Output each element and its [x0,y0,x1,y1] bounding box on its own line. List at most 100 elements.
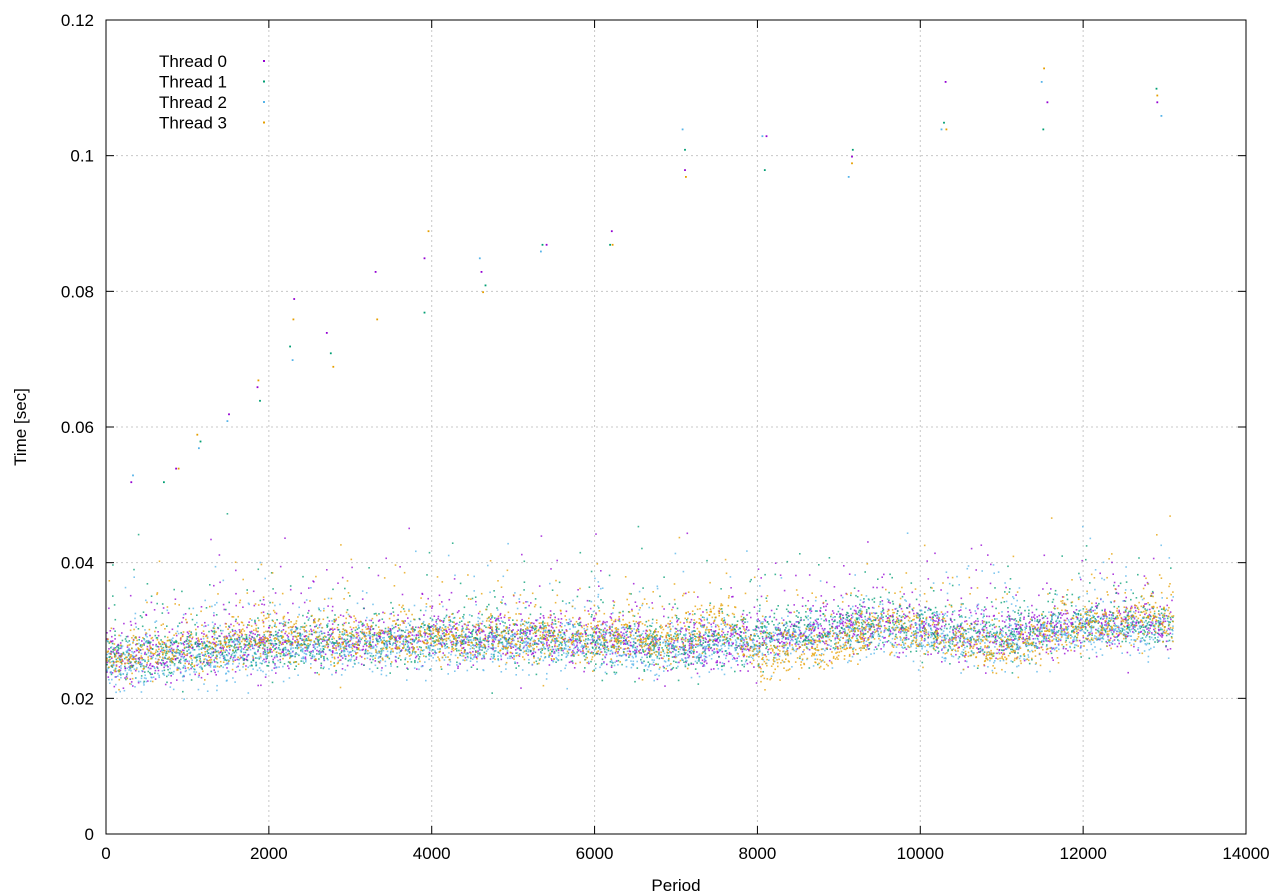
data-point [220,651,222,653]
data-point [855,612,857,614]
data-point [308,587,310,589]
data-point [1041,614,1043,617]
data-point [417,634,419,636]
data-point [863,633,866,635]
data-point [929,624,932,627]
data-point [615,660,618,662]
data-point [161,643,164,646]
data-point [1049,650,1052,653]
data-point [316,649,318,652]
data-point [975,612,977,615]
data-point [606,663,608,666]
data-point [815,620,818,623]
data-point [824,632,826,635]
data-point [750,616,752,619]
data-point [1006,616,1009,618]
data-point [250,630,253,633]
data-point [108,656,110,658]
data-point [955,653,957,656]
data-point [328,633,331,636]
data-point [594,641,597,643]
data-point [346,609,349,611]
data-point [331,650,334,652]
data-point [288,650,291,653]
data-point [930,644,933,647]
data-point [562,638,565,641]
data-point [700,625,702,627]
data-point [503,616,506,619]
data-point [424,634,426,636]
data-point [201,632,203,634]
data-point [1135,630,1137,632]
data-point [424,629,426,631]
data-point [785,637,787,639]
data-point [1052,647,1055,650]
data-point [704,652,707,655]
data-point [358,621,360,624]
data-point [269,636,271,639]
data-point [272,644,275,647]
data-point [263,648,266,650]
data-point [520,649,522,652]
data-point [852,632,855,635]
data-point [825,635,827,638]
data-point [897,626,899,629]
data-point [910,620,913,622]
data-point [191,618,194,621]
data-point [123,622,125,625]
data-point [602,620,605,623]
data-point [161,612,164,614]
data-point [923,639,926,642]
data-point [235,569,237,572]
data-point [474,596,477,598]
data-point [254,641,257,644]
data-point [387,636,390,638]
data-point [686,532,689,535]
data-point [404,638,407,641]
data-point [392,607,394,609]
data-point [318,650,321,652]
data-point [370,661,373,664]
data-point [574,646,576,649]
data-point [1125,640,1127,643]
data-point [321,650,324,652]
data-point [935,646,938,648]
data-point [1146,622,1149,625]
data-point [289,640,292,643]
data-point [115,650,118,653]
data-point [1113,622,1116,624]
data-point [909,627,912,630]
data-point [1060,626,1062,629]
data-point [760,595,763,598]
data-point [337,582,339,584]
data-point [188,662,190,665]
data-point [1011,633,1014,636]
data-point [173,642,176,645]
data-point [481,649,483,651]
data-point [395,647,397,650]
data-point [738,645,740,647]
data-point [706,618,708,621]
data-point [283,663,286,665]
data-point [884,636,886,639]
data-point [460,652,463,654]
data-point [1149,627,1151,630]
data-point [233,633,236,636]
data-point [896,656,899,658]
data-point [204,653,207,656]
data-point [245,636,248,638]
data-point [1011,661,1014,663]
data-point [687,640,689,643]
data-point [916,616,918,619]
data-point [496,627,498,630]
data-point [955,628,957,631]
data-point [753,629,755,631]
data-point [688,647,691,650]
data-point [623,635,626,638]
data-point [799,633,801,636]
data-point [879,601,882,603]
data-point [1070,623,1073,626]
data-point [611,630,614,633]
data-point [292,635,294,638]
data-point [1052,631,1054,633]
